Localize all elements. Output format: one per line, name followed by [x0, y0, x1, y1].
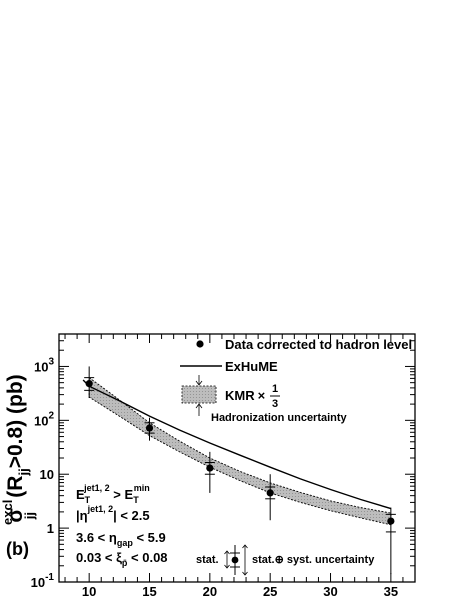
legend-exhume-label: ExHuME	[225, 359, 278, 374]
panel-label: (b)	[6, 539, 29, 559]
x-tick-label: 25	[263, 584, 277, 599]
data-point	[385, 507, 396, 575]
y-axis-title: σjjexcl(Rjj>0.8) (pb)	[0, 374, 37, 525]
cut-line: |ηjet1, 2| < 2.5	[76, 504, 150, 523]
stat-label: stat.	[196, 554, 219, 566]
data-point	[265, 474, 276, 521]
cuts-block: ETjet1, 2 > ETmin|ηjet1, 2| < 2.5 3.6 < η…	[76, 483, 168, 568]
x-tick-label: 30	[323, 584, 337, 599]
uncertainty-legend: stat. stat.⊕ syst. uncertainty	[196, 544, 375, 576]
legend-kmr-label: KMR ×	[225, 388, 266, 403]
legend: Data corrected to hadron level ExHuME KM…	[180, 337, 412, 424]
data-point	[144, 417, 155, 441]
x-tick-label: 10	[82, 584, 96, 599]
y-tick-label: 10	[40, 467, 54, 482]
legend-kmr-numerator: 1	[272, 383, 278, 395]
stat-arrowheads-left	[224, 550, 230, 569]
y-tick-label: 102	[34, 410, 54, 428]
cut-line: 0.03 < ξp̄ < 0.08	[76, 550, 168, 568]
x-tick-label: 35	[384, 584, 398, 599]
data-point	[84, 366, 95, 398]
data-marker	[206, 464, 214, 472]
data-marker	[266, 489, 274, 497]
legend-arrowhead-bottom	[195, 403, 203, 409]
axis-tick-layer: 10 15 20 25 30 35 10-1 1 10 102 103	[31, 333, 415, 599]
cut-line: ETjet1, 2 > ETmin	[76, 483, 150, 505]
stat-arrowheads-right	[242, 544, 248, 576]
x-tick-label: 15	[142, 584, 156, 599]
legend-data-label: Data corrected to hadron level	[225, 337, 412, 352]
data-point	[204, 451, 215, 493]
exhume-line-layer	[82, 379, 392, 510]
data-point-layer	[84, 366, 396, 575]
legend-kmr-box	[181, 385, 217, 404]
data-marker	[145, 424, 154, 432]
legend-data-marker	[196, 340, 204, 348]
x-tick-label: 20	[203, 584, 217, 599]
cut-line: 3.6 < ηgap < 5.9	[76, 530, 166, 548]
y-tick-label: 10-1	[31, 572, 55, 590]
y-tick-label: 1	[47, 521, 54, 536]
legend-kmr-denominator: 3	[272, 398, 278, 410]
data-marker	[387, 517, 395, 525]
legend-arrowhead-top	[195, 380, 203, 386]
legend-hadronization-label: Hadronization uncertainty	[211, 412, 348, 424]
y-tick-label: 103	[34, 356, 54, 374]
stat-syst-label: stat.⊕ syst. uncertainty	[252, 554, 375, 566]
data-marker	[85, 380, 93, 388]
exhume-line	[82, 379, 392, 510]
stat-marker	[231, 556, 239, 564]
